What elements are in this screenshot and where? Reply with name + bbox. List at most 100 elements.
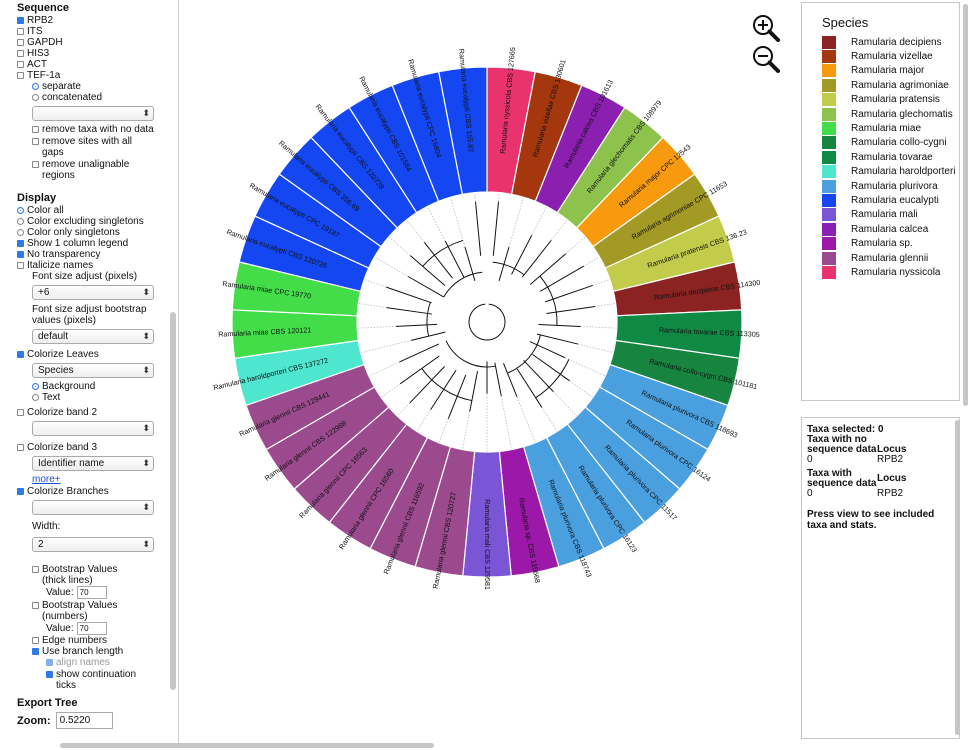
branch-line xyxy=(529,341,566,359)
color-all-radio[interactable]: Color all xyxy=(17,205,178,216)
branch-line xyxy=(544,284,593,303)
font-size-select[interactable]: +6 xyxy=(32,285,154,300)
locus-checkbox-its[interactable]: ITS xyxy=(17,26,178,37)
locus-checkbox-act[interactable]: ACT xyxy=(17,59,178,70)
remove-gaps-option[interactable]: remove sites with all gaps xyxy=(32,136,178,158)
legend-swatch xyxy=(822,265,836,279)
leaves-select[interactable]: Species xyxy=(32,363,154,378)
checkbox[interactable] xyxy=(32,138,39,145)
radio-dot[interactable] xyxy=(32,383,39,390)
zoom-out-icon[interactable] xyxy=(752,45,780,73)
checkbox[interactable] xyxy=(17,488,24,495)
italicize-checkbox[interactable]: Italicize names xyxy=(17,260,178,271)
locus-checkbox-gapdh[interactable]: GAPDH xyxy=(17,37,178,48)
branches-select[interactable] xyxy=(32,500,154,515)
colorize-branches-checkbox[interactable]: Colorize Branches xyxy=(17,486,178,497)
radio-label: concatenated xyxy=(42,92,103,103)
radio-dot[interactable] xyxy=(32,394,39,401)
checkbox[interactable] xyxy=(17,61,24,68)
checkbox[interactable] xyxy=(17,240,24,247)
checkbox[interactable] xyxy=(17,409,24,416)
locus-checkbox-tef-1a[interactable]: TEF-1a xyxy=(17,70,178,81)
sequence-select[interactable] xyxy=(32,106,154,121)
leader-line xyxy=(360,340,412,354)
locus-label: ACT xyxy=(27,59,47,70)
checkbox[interactable] xyxy=(32,566,39,573)
align-names-checkbox[interactable]: align names xyxy=(46,657,178,668)
checkbox[interactable] xyxy=(17,72,24,79)
colorize-leaves-checkbox[interactable]: Colorize Leaves xyxy=(17,349,178,360)
bootstrap-thick-value: Value: 70 xyxy=(46,586,178,599)
checkbox-label: Colorize band 2 xyxy=(27,407,98,418)
branch-arc xyxy=(422,239,464,267)
leader-line xyxy=(516,396,536,443)
checkbox[interactable] xyxy=(17,444,24,451)
branch-line xyxy=(386,307,432,315)
legend-item: Ramularia glechomatis xyxy=(822,107,959,121)
band3-select[interactable]: Identifier name xyxy=(32,456,154,471)
background-radio[interactable]: Background xyxy=(32,381,178,392)
one-column-legend-checkbox[interactable]: Show 1 column legend xyxy=(17,238,178,249)
legend-label: Ramularia calcea xyxy=(851,223,929,235)
edge-numbers-checkbox[interactable]: Edge numbers xyxy=(32,635,178,646)
checkbox[interactable] xyxy=(46,659,53,666)
leader-line xyxy=(474,192,476,202)
zoom-row: Zoom: 0.5220 xyxy=(17,712,178,729)
checkbox[interactable] xyxy=(17,39,24,46)
branch-line xyxy=(529,253,566,285)
checkbox[interactable] xyxy=(17,17,24,24)
radio-dot[interactable] xyxy=(32,94,39,101)
zoom-input[interactable]: 0.5220 xyxy=(55,712,113,729)
use-branch-length-checkbox[interactable]: Use branch length xyxy=(32,646,178,657)
checkbox[interactable] xyxy=(17,50,24,57)
legend-scrollbar[interactable] xyxy=(963,4,968,406)
width-select[interactable]: 2 xyxy=(32,537,154,552)
radio-dot[interactable] xyxy=(17,218,24,225)
mode-concatenated-radio[interactable]: concatenated xyxy=(32,92,178,103)
bootstrap-numbers-input[interactable]: 70 xyxy=(76,622,107,635)
band2-checkbox[interactable]: Colorize band 2 xyxy=(17,407,178,418)
radio-dot[interactable] xyxy=(32,83,39,90)
mode-separate-radio[interactable]: separate xyxy=(32,81,178,92)
zoom-in-icon[interactable] xyxy=(752,14,780,42)
stats-scrollbar[interactable] xyxy=(955,420,960,735)
horizontal-scrollbar[interactable] xyxy=(60,743,434,748)
continuation-ticks-checkbox[interactable]: show continuation ticks xyxy=(46,669,178,691)
checkbox[interactable] xyxy=(17,351,24,358)
bootstrap-font-select[interactable]: default xyxy=(32,329,154,344)
band2-select[interactable] xyxy=(32,421,154,436)
checkbox[interactable] xyxy=(32,648,39,655)
locus-label: TEF-1a xyxy=(27,70,61,81)
legend-swatch xyxy=(822,179,836,193)
no-transparency-checkbox[interactable]: No transparency xyxy=(17,249,178,260)
radio-dot[interactable] xyxy=(17,207,24,214)
legend-label: Ramularia pratensis xyxy=(851,94,940,106)
locus-checkbox-rpb2[interactable]: RPB2 xyxy=(17,15,178,26)
bootstrap-numbers-value: Value: 70 xyxy=(46,622,178,635)
checkbox[interactable] xyxy=(46,671,53,678)
remove-taxa-option[interactable]: remove taxa with no data xyxy=(32,124,178,135)
leaf-wedge[interactable] xyxy=(438,66,488,196)
bootstrap-numbers-checkbox[interactable]: Bootstrap Values (numbers) xyxy=(32,600,178,622)
radio-dot[interactable] xyxy=(17,229,24,236)
legend-label: Ramularia decipiens xyxy=(851,36,942,48)
legend-label: Ramularia nyssicola xyxy=(851,266,941,278)
remove-unalignable-option[interactable]: remove unalignable regions xyxy=(32,159,178,181)
text-radio[interactable]: Text xyxy=(32,392,178,403)
checkbox[interactable] xyxy=(17,28,24,35)
more-link[interactable]: more+ xyxy=(32,474,61,485)
checkbox[interactable] xyxy=(32,637,39,644)
band3-checkbox[interactable]: Colorize band 3 xyxy=(17,442,178,453)
locus-checkbox-his3[interactable]: HIS3 xyxy=(17,48,178,59)
bootstrap-thick-input[interactable]: 70 xyxy=(76,586,107,599)
left-scrollbar[interactable] xyxy=(170,312,176,690)
checkbox[interactable] xyxy=(17,262,24,269)
checkbox[interactable] xyxy=(32,161,39,168)
checkbox[interactable] xyxy=(17,251,24,258)
color-only-radio[interactable]: Color only singletons xyxy=(17,227,178,238)
color-excluding-radio[interactable]: Color excluding singletons xyxy=(17,216,178,227)
checkbox[interactable] xyxy=(32,126,39,133)
bootstrap-thick-checkbox[interactable]: Bootstrap Values (thick lines) xyxy=(32,564,178,586)
checkbox[interactable] xyxy=(32,602,39,609)
leader-line xyxy=(406,219,425,243)
